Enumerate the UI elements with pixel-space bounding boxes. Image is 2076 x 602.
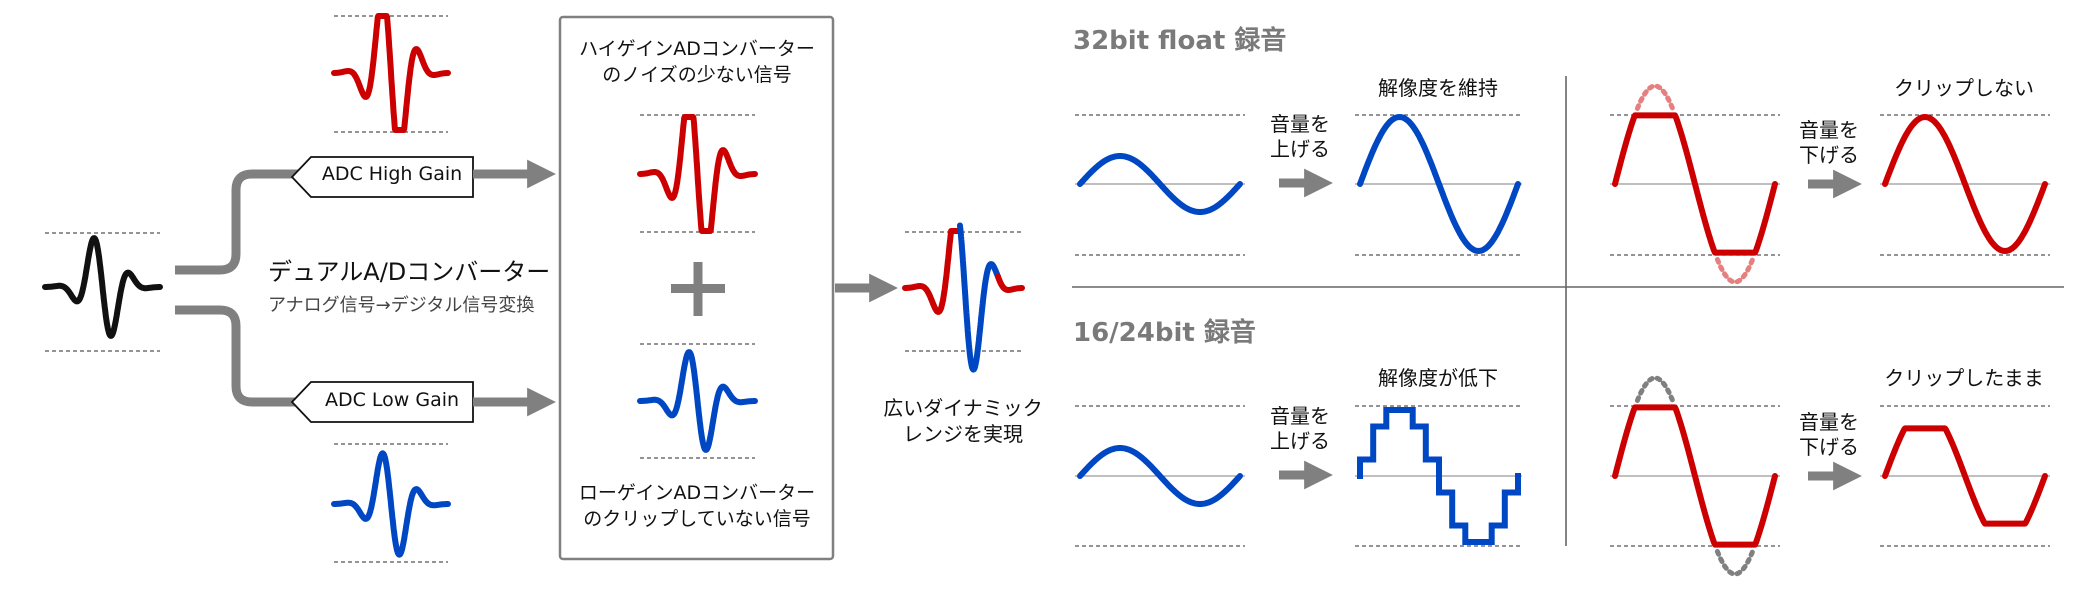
over-level-waveform [1612, 112, 1778, 256]
int-volume-up-line1: 音量を [1270, 404, 1330, 428]
int-volume-down-panel [1610, 375, 2050, 577]
adc-high-gain-label: ADC High Gain [321, 163, 463, 185]
int-volume-down-line1: 音量を [1799, 410, 1859, 434]
adc-low-gain-tag [290, 381, 474, 423]
small-sine-waveform [1077, 445, 1243, 507]
recoverable-peak-dotted [1634, 83, 1756, 285]
amplified-sine-waveform [1357, 113, 1521, 255]
result-caption-line2: レンジを実現 [903, 422, 1023, 446]
float32-section-title: 32bit float 録音 [1073, 26, 1287, 56]
plus-icon [671, 262, 725, 316]
restored-sine-waveform [1882, 113, 2048, 255]
float32-clip-label: クリップしない [1894, 76, 2034, 100]
int-volume-down-line2: 下げる [1799, 435, 1859, 459]
int-section-title: 16/24bit 録音 [1073, 318, 1256, 348]
high-gain-caption-line2: のノイズの少ない信号 [602, 64, 792, 86]
dual-adc-title: デュアルA/Dコンバーター [268, 258, 551, 286]
dual-adc-subtitle: アナログ信号→デジタル信号変換 [268, 295, 535, 316]
float32-volume-up-line1: 音量を [1270, 112, 1330, 136]
float32-volume-down-line2: 下げる [1799, 143, 1859, 167]
int-volume-up-panel [1075, 405, 1522, 547]
adc-high-gain-tag [290, 156, 474, 198]
int-resolution-label: 解像度が低下 [1378, 366, 1498, 390]
result-caption-line1: 広いダイナミック [883, 396, 1043, 420]
branch-path-high [175, 169, 312, 275]
high-gain-clipped-waveform [331, 13, 451, 133]
int-clip-label: クリップしたまま [1884, 366, 2044, 390]
combination-box [558, 15, 835, 561]
clipped-waveform [1612, 404, 1778, 548]
result-waveform-blue [957, 222, 1001, 373]
low-gain-caption-line1: ローゲインADコンバーター [578, 482, 816, 504]
result-waveform-red-left [902, 228, 963, 315]
box-high-gain-waveform [637, 114, 758, 234]
stepped-low-resolution-waveform [1357, 407, 1521, 545]
float32-volume-down-line1: 音量を [1799, 118, 1859, 142]
low-gain-caption-line2: のクリップしていない信号 [583, 508, 811, 530]
branch-path-low [175, 305, 312, 407]
input-waveform [42, 235, 163, 339]
still-clipped-waveform [1882, 425, 2048, 527]
float32-volume-up-panel [1075, 113, 1522, 256]
int-volume-up-line2: 上げる [1270, 429, 1330, 453]
box-low-gain-waveform [637, 349, 758, 453]
result-waveform-red-right [995, 273, 1025, 293]
input-signal-group [42, 232, 163, 352]
adc-low-gain-label: ADC Low Gain [324, 389, 460, 411]
low-gain-waveform [331, 450, 451, 558]
float32-volume-up-line2: 上げる [1270, 137, 1330, 161]
float32-volume-down-panel [1610, 83, 2050, 285]
high-gain-caption-line1: ハイゲインADコンバーター [579, 38, 815, 60]
float32-resolution-label: 解像度を維持 [1378, 76, 1498, 100]
small-sine-waveform [1077, 153, 1243, 215]
lost-peak-dotted [1634, 375, 1756, 577]
